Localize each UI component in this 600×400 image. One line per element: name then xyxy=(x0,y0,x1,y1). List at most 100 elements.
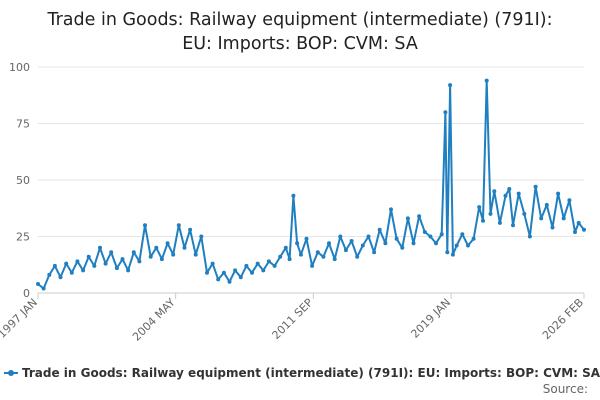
data-point[interactable] xyxy=(360,243,365,248)
data-point[interactable] xyxy=(114,266,119,271)
data-point[interactable] xyxy=(561,216,566,221)
data-point[interactable] xyxy=(394,236,399,241)
data-point[interactable] xyxy=(389,207,393,212)
data-point[interactable] xyxy=(460,232,465,237)
data-point[interactable] xyxy=(466,243,470,248)
data-point[interactable] xyxy=(443,110,448,115)
data-point[interactable] xyxy=(103,261,108,266)
data-point[interactable] xyxy=(377,227,382,232)
data-point[interactable] xyxy=(58,275,63,280)
data-point[interactable] xyxy=(383,241,388,246)
data-point[interactable] xyxy=(131,250,136,255)
data-point[interactable] xyxy=(527,234,532,239)
data-point[interactable] xyxy=(343,248,348,253)
data-point[interactable] xyxy=(193,252,198,257)
data-point[interactable] xyxy=(143,223,147,228)
data-point[interactable] xyxy=(327,241,331,246)
data-point[interactable] xyxy=(291,193,296,198)
data-point[interactable] xyxy=(349,239,354,243)
data-point[interactable] xyxy=(36,282,40,286)
data-point[interactable] xyxy=(567,198,572,203)
data-point[interactable] xyxy=(255,261,260,266)
data-point[interactable] xyxy=(165,241,170,246)
data-point[interactable] xyxy=(120,257,125,262)
data-point[interactable] xyxy=(109,250,114,255)
data-point[interactable] xyxy=(477,205,482,210)
data-point[interactable] xyxy=(439,232,444,237)
legend[interactable]: Trade in Goods: Railway equipment (inter… xyxy=(4,366,600,380)
data-point[interactable] xyxy=(544,202,549,207)
data-point[interactable] xyxy=(488,211,493,216)
data-point[interactable] xyxy=(205,270,209,275)
data-point[interactable] xyxy=(428,234,433,239)
data-point[interactable] xyxy=(92,263,97,268)
data-point[interactable] xyxy=(283,245,288,250)
data-point[interactable] xyxy=(199,234,204,239)
series-line[interactable] xyxy=(37,79,585,290)
data-point[interactable] xyxy=(64,261,69,266)
data-point[interactable] xyxy=(315,250,320,255)
data-point[interactable] xyxy=(221,270,226,275)
data-point[interactable] xyxy=(98,245,102,250)
data-point[interactable] xyxy=(75,259,80,264)
data-point[interactable] xyxy=(41,286,46,291)
data-point[interactable] xyxy=(492,189,497,194)
data-point[interactable] xyxy=(278,254,283,259)
data-point[interactable] xyxy=(471,236,476,241)
data-point[interactable] xyxy=(516,191,521,196)
data-point[interactable] xyxy=(261,268,266,273)
data-point[interactable] xyxy=(287,257,292,262)
data-point[interactable] xyxy=(576,220,581,225)
data-point[interactable] xyxy=(159,257,164,262)
data-point[interactable] xyxy=(481,218,485,223)
data-point[interactable] xyxy=(188,227,193,232)
data-point[interactable] xyxy=(497,220,502,225)
data-point[interactable] xyxy=(137,259,142,264)
data-point[interactable] xyxy=(338,234,343,239)
data-point[interactable] xyxy=(233,268,238,273)
data-point[interactable] xyxy=(484,78,489,83)
data-point[interactable] xyxy=(86,254,91,259)
data-point[interactable] xyxy=(304,236,309,241)
data-point[interactable] xyxy=(148,254,153,259)
data-point[interactable] xyxy=(539,216,544,221)
data-point[interactable] xyxy=(216,277,221,282)
data-point[interactable] xyxy=(511,223,515,228)
data-point[interactable] xyxy=(126,268,131,273)
data-point[interactable] xyxy=(47,272,52,277)
data-point[interactable] xyxy=(445,250,450,255)
data-point[interactable] xyxy=(238,275,243,280)
data-point[interactable] xyxy=(355,254,360,259)
data-point[interactable] xyxy=(154,245,159,250)
data-point[interactable] xyxy=(321,254,326,259)
data-point[interactable] xyxy=(69,270,74,275)
data-point[interactable] xyxy=(405,216,410,221)
data-point[interactable] xyxy=(450,252,455,257)
data-point[interactable] xyxy=(400,245,405,250)
data-point[interactable] xyxy=(310,263,315,268)
data-point[interactable] xyxy=(582,227,586,232)
data-point[interactable] xyxy=(454,243,459,248)
data-point[interactable] xyxy=(295,241,300,246)
data-point[interactable] xyxy=(507,187,512,191)
data-point[interactable] xyxy=(434,241,438,246)
data-point[interactable] xyxy=(366,234,371,239)
data-point[interactable] xyxy=(81,268,86,273)
data-point[interactable] xyxy=(522,211,527,216)
data-point[interactable] xyxy=(298,252,303,257)
data-point[interactable] xyxy=(244,263,249,268)
data-point[interactable] xyxy=(250,270,254,275)
data-point[interactable] xyxy=(573,230,577,234)
data-point[interactable] xyxy=(332,257,337,262)
data-point[interactable] xyxy=(417,214,422,219)
data-point[interactable] xyxy=(372,250,377,255)
data-point[interactable] xyxy=(533,184,538,189)
data-point[interactable] xyxy=(171,252,176,257)
data-point[interactable] xyxy=(448,83,453,88)
data-point[interactable] xyxy=(227,279,232,284)
data-point[interactable] xyxy=(422,230,427,234)
data-point[interactable] xyxy=(52,263,57,268)
data-point[interactable] xyxy=(272,263,277,268)
data-point[interactable] xyxy=(556,191,561,196)
data-point[interactable] xyxy=(210,261,215,266)
